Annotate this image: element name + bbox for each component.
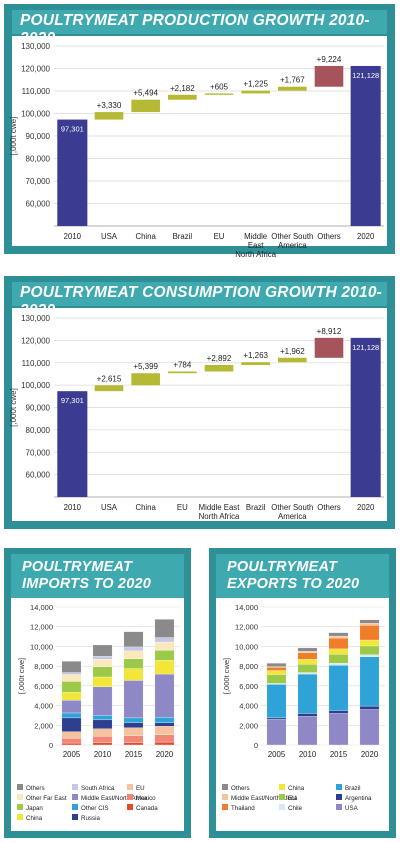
exports-title-bar (216, 554, 389, 598)
production-title-bar (12, 10, 387, 34)
imports-chart-title-line2: IMPORTS TO 2020 (22, 576, 151, 592)
imports-chart-panel: POULTRYMEAT IMPORTS TO 2020 (4, 548, 191, 838)
consumption-title-bar (12, 282, 387, 306)
exports-chart-panel: POULTRYMEAT EXPORTS TO 2020 (209, 548, 396, 838)
imports-chart-title-line1: POULTRYMEAT (22, 559, 133, 575)
exports-chart-title-line1: POULTRYMEAT (227, 559, 338, 575)
imports-chart-area (11, 598, 184, 831)
imports-title-bar (11, 554, 184, 598)
exports-chart-area (216, 598, 389, 831)
consumption-chart-title: POULTRYMEAT CONSUMPTION GROWTH 2010-2020 (20, 284, 382, 319)
production-chart-area (12, 36, 387, 246)
consumption-chart-area (12, 308, 387, 521)
production-chart-title: POULTRYMEAT PRODUCTION GROWTH 2010-2020 (20, 12, 370, 47)
exports-chart-title-line2: EXPORTS TO 2020 (227, 576, 360, 592)
consumption-chart-panel: POULTRYMEAT CONSUMPTION GROWTH 2010-2020 (4, 276, 395, 529)
production-chart-panel: POULTRYMEAT PRODUCTION GROWTH 2010-2020 (4, 4, 395, 254)
